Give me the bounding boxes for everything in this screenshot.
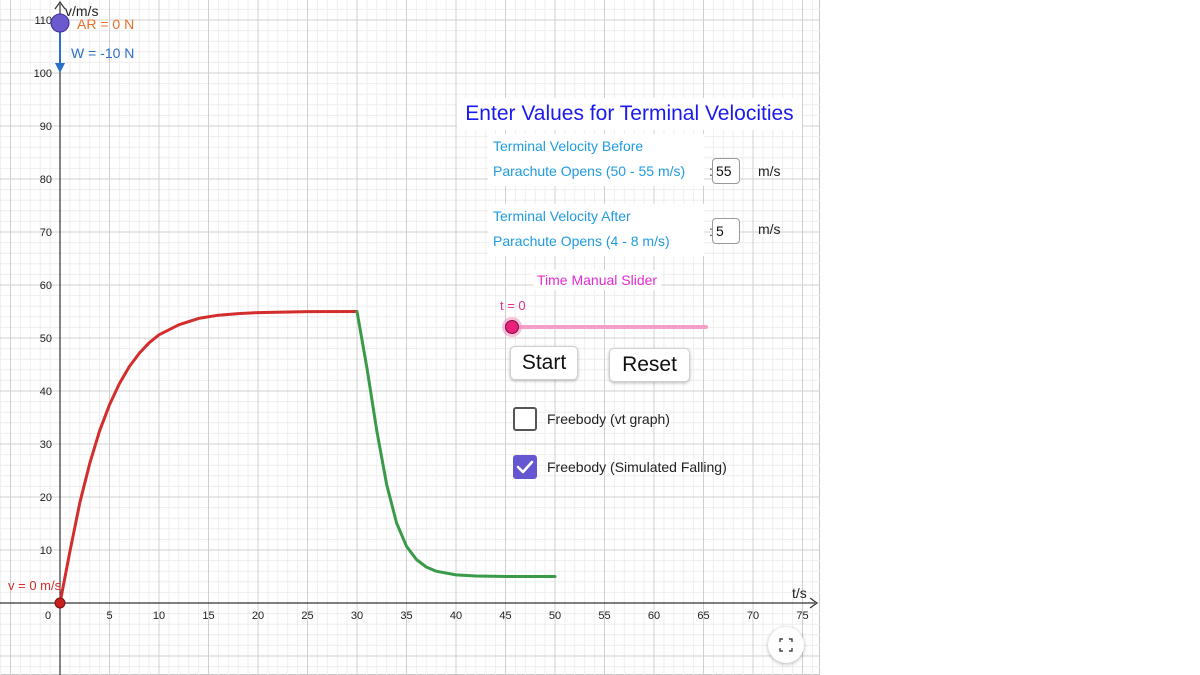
x-axis-arrow-icon: [809, 597, 819, 609]
before-label-line2: Parachute Opens (50 - 55 m/s): [493, 163, 686, 179]
checkmark-icon: [516, 460, 534, 474]
before-label-line1: Terminal Velocity Before: [493, 138, 644, 154]
x-tick-label: 70: [747, 610, 759, 622]
velocity-curves: [58, 310, 557, 605]
terminal-velocity-before-input[interactable]: [712, 158, 740, 184]
time-slider-thumb[interactable]: [505, 320, 519, 334]
terminal-velocity-after-input[interactable]: [712, 218, 740, 244]
y-tick-label: 70: [40, 227, 52, 239]
reset-button[interactable]: Reset: [609, 348, 690, 382]
x-tick-label: 10: [153, 610, 165, 622]
y-tick-label: 50: [40, 333, 52, 345]
x-tick-label: 40: [450, 610, 462, 622]
y-axis-arrow-icon: [54, 0, 66, 10]
falling-object-ball[interactable]: [50, 13, 70, 33]
graph-grid: [0, 0, 820, 675]
y-tick-label: 30: [40, 439, 52, 451]
freebody-simulated-label: Freebody (Simulated Falling): [547, 459, 727, 475]
tick-labels: 5 10 15 20 25 30 35 40 45 50 55 60 65 70 75 10 20 30 40 50 6…: [34, 15, 809, 622]
y-tick-label: 10: [40, 545, 52, 557]
x-tick-label: 75: [796, 610, 808, 622]
after-label-line2: Parachute Opens (4 - 8 m/s): [493, 233, 670, 249]
x-tick-label: 15: [202, 610, 214, 622]
x-tick-label: 25: [301, 610, 313, 622]
x-axis-label: t/s: [792, 585, 807, 601]
x-tick-label: 30: [351, 610, 363, 622]
origin-label: 0: [45, 610, 51, 622]
freebody-simulated-option[interactable]: Freebody (Simulated Falling): [513, 454, 727, 480]
x-tick-label: 60: [648, 610, 660, 622]
x-tick-label: 45: [499, 610, 511, 622]
after-label-bg: [488, 204, 704, 256]
before-colon: :: [709, 163, 713, 179]
x-tick-label: 50: [549, 610, 561, 622]
geogebra-applet: 5 10 15 20 25 30 35 40 45 50 55 60 65 70 75 10 20 30 40 50 6…: [0, 0, 820, 675]
slider-value-label: t = 0: [500, 298, 526, 313]
y-tick-label: 90: [40, 121, 52, 133]
x-tick-label: 65: [697, 610, 709, 622]
slider-title: Time Manual Slider: [533, 270, 662, 290]
fullscreen-button[interactable]: [768, 627, 804, 663]
freebody-vt-graph-label: Freebody (vt graph): [547, 411, 670, 427]
before-label-bg: [488, 134, 704, 186]
current-point[interactable]: [54, 597, 66, 609]
x-tick-label: 55: [598, 610, 610, 622]
time-slider-track[interactable]: [512, 325, 708, 329]
y-axis-label: v/m/s: [65, 3, 98, 19]
x-tick-label: 5: [106, 610, 112, 622]
fullscreen-icon: [779, 638, 793, 652]
x-tick-label: 20: [252, 610, 264, 622]
graph-axes: [0, 0, 819, 675]
series-line-after-parachute: [355, 310, 557, 578]
y-tick-label: 60: [40, 280, 52, 292]
air-resistance-label: AR = 0 N: [77, 16, 134, 32]
before-unit: m/s: [758, 163, 781, 179]
y-tick-label: 110: [34, 15, 52, 27]
freebody-simulated-checkbox[interactable]: [513, 455, 537, 479]
y-tick-label: 80: [40, 174, 52, 186]
velocity-time-graph: 5 10 15 20 25 30 35 40 45 50 55 60 65 70 75 10 20 30 40 50 6…: [0, 0, 820, 675]
x-tick-label: 35: [400, 610, 412, 622]
freebody-vt-graph-checkbox[interactable]: [513, 407, 537, 431]
start-button[interactable]: Start: [510, 346, 578, 380]
freebody-vt-graph-option[interactable]: Freebody (vt graph): [513, 406, 670, 432]
weight-label: W = -10 N: [71, 45, 134, 61]
series-line-before-parachute: [58, 310, 359, 605]
after-unit: m/s: [758, 221, 781, 237]
weight-arrow-head-icon: [55, 63, 65, 73]
y-tick-label: 40: [40, 386, 52, 398]
panel-title: Enter Values for Terminal Velocities: [457, 98, 802, 130]
after-label-line1: Terminal Velocity After: [493, 208, 631, 224]
y-tick-label: 20: [40, 492, 52, 504]
y-tick-label: 100: [34, 68, 52, 80]
after-colon: :: [709, 223, 713, 239]
velocity-readout: v = 0 m/s: [8, 578, 62, 593]
freebody-diagram: AR = 0 N W = -10 N: [50, 13, 134, 73]
